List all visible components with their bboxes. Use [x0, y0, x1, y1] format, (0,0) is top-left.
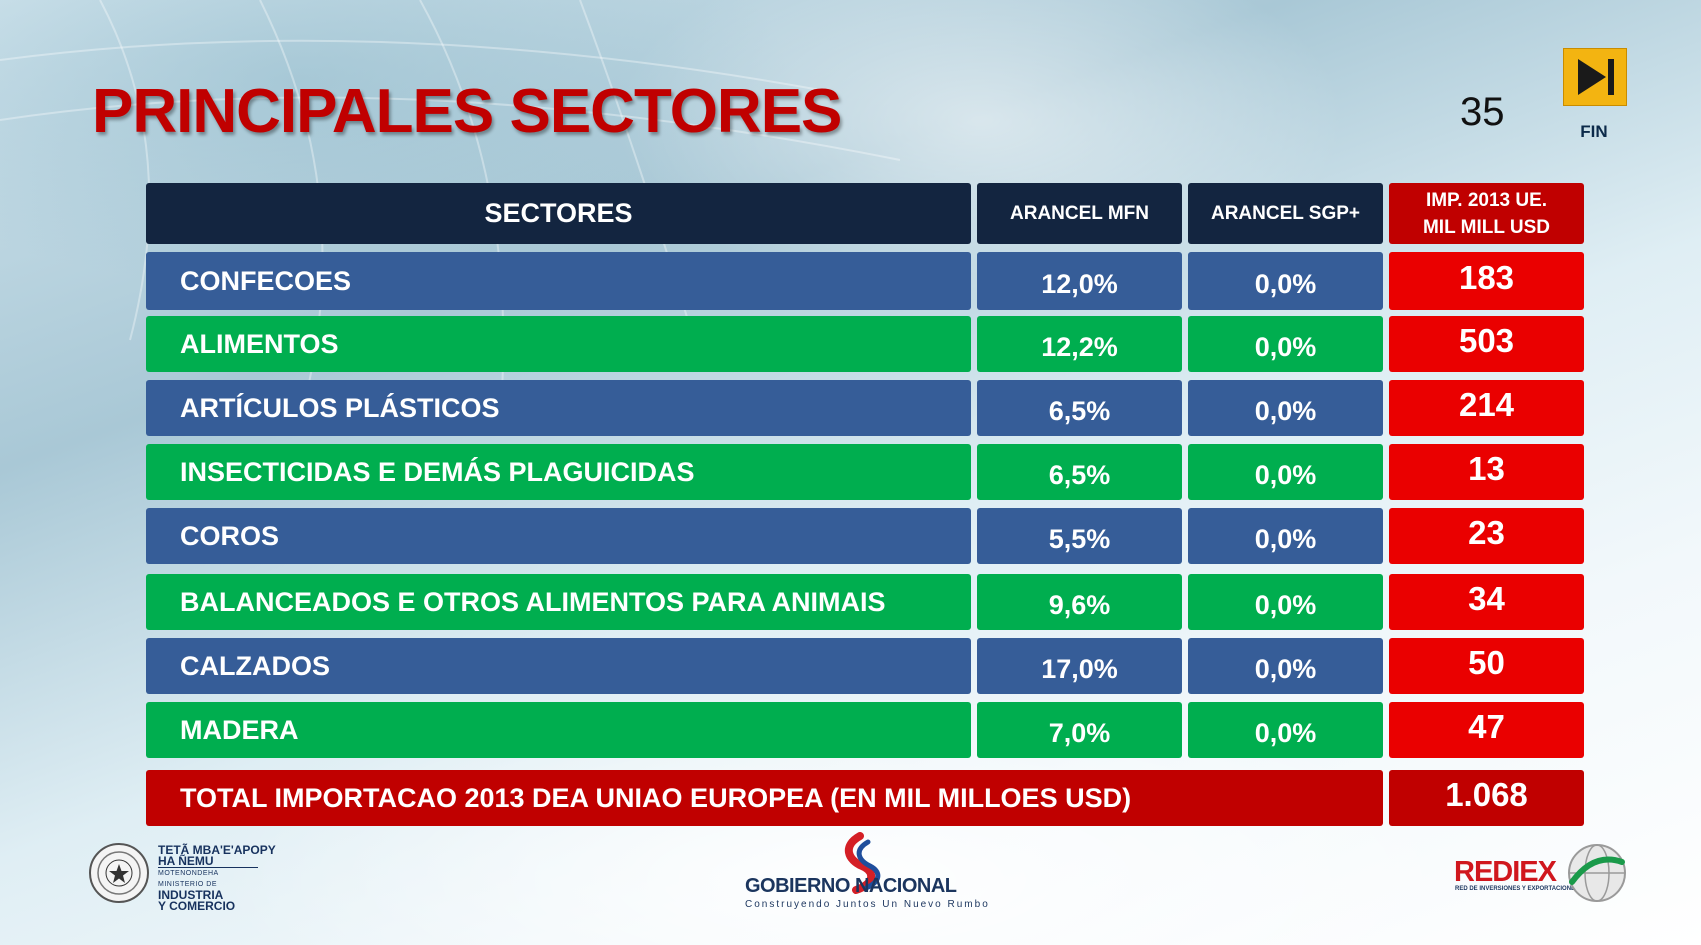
rediex-subtitle: RED DE INVERSIONES Y EXPORTACIONES — [1455, 886, 1580, 892]
header-imp-line2: MIL MILL USD — [1422, 216, 1551, 238]
ministry-logo: TETÃ MBA'E'APOPY HA ÑEMU MOTENONDEHA MIN… — [158, 843, 276, 913]
fin-label: FIN — [1580, 122, 1608, 141]
sector-cell: BALANCEADOS E OTROS ALIMENTOS PARA ANIMA… — [146, 574, 971, 630]
sector-cell: COROS — [146, 508, 971, 564]
imp-cell: 214 — [1389, 380, 1584, 436]
gobierno-nacional-logo-icon — [845, 832, 881, 894]
skip-to-end-icon — [1578, 59, 1614, 95]
sgp-cell: 0,0% — [1188, 508, 1383, 564]
header-imp-line1: IMP. 2013 UE. — [1425, 189, 1548, 211]
imp-cell: 50 — [1389, 638, 1584, 694]
sector-cell: ALIMENTOS — [146, 316, 971, 372]
mfn-cell: 5,5% — [977, 508, 1182, 564]
header-sgp: ARANCEL SGP+ — [1188, 183, 1383, 244]
page-number: 35 — [1460, 90, 1505, 134]
sgp-cell: 0,0% — [1188, 574, 1383, 630]
sector-cell: ARTÍCULOS PLÁSTICOS — [146, 380, 971, 436]
mfn-cell: 17,0% — [977, 638, 1182, 694]
mfn-cell: 9,6% — [977, 574, 1182, 630]
ministry-line6: Y COMERCIO — [158, 899, 236, 913]
ministry-line1: TETÃ MBA'E'APOPY — [158, 843, 276, 857]
paraguay-seal — [88, 842, 150, 909]
imp-cell: 503 — [1389, 316, 1584, 372]
imp-cell: 183 — [1389, 252, 1584, 310]
imp-cell: 23 — [1389, 508, 1584, 564]
sector-cell: CONFECOES — [146, 252, 971, 310]
header-imp: IMP. 2013 UE. MIL MILL USD — [1389, 183, 1584, 244]
rediex-title: REDIEX — [1454, 856, 1557, 888]
rediex-globe-icon — [1568, 844, 1626, 902]
gobierno-nacional-title: GOBIERNO NACIONAL — [745, 875, 957, 897]
ministry-line2: HA ÑEMU — [158, 854, 214, 868]
sgp-cell: 0,0% — [1188, 316, 1383, 372]
imp-cell: 34 — [1389, 574, 1584, 630]
ministry-line3: MOTENONDEHA — [158, 867, 258, 879]
sgp-cell: 0,0% — [1188, 638, 1383, 694]
sgp-cell: 0,0% — [1188, 444, 1383, 500]
header-sectors: SECTORES — [146, 183, 971, 244]
seal-icon — [89, 843, 149, 903]
sgp-cell: 0,0% — [1188, 380, 1383, 436]
sector-cell: MADERA — [146, 702, 971, 758]
ministry-line5: INDUSTRIA — [158, 888, 224, 902]
mfn-cell: 12,0% — [977, 252, 1182, 310]
imp-cell: 47 — [1389, 702, 1584, 758]
sector-cell: INSECTICIDAS E DEMÁS PLAGUICIDAS — [146, 444, 971, 500]
gobierno-nacional-subtitle: Construyendo Juntos Un Nuevo Rumbo — [745, 899, 990, 910]
ministry-line4: MINISTERIO DE — [158, 881, 218, 888]
imp-cell: 13 — [1389, 444, 1584, 500]
fin-button[interactable] — [1563, 48, 1627, 106]
mfn-cell: 6,5% — [977, 380, 1182, 436]
sgp-cell: 0,0% — [1188, 252, 1383, 310]
mfn-cell: 6,5% — [977, 444, 1182, 500]
header-mfn: ARANCEL MFN — [977, 183, 1182, 244]
total-value: 1.068 — [1389, 770, 1584, 826]
sector-cell: CALZADOS — [146, 638, 971, 694]
mfn-cell: 12,2% — [977, 316, 1182, 372]
mfn-cell: 7,0% — [977, 702, 1182, 758]
sgp-cell: 0,0% — [1188, 702, 1383, 758]
page-title: PRINCIPALES SECTORES — [92, 77, 842, 146]
total-label: TOTAL IMPORTACAO 2013 DEA UNIAO EUROPEA … — [146, 770, 1383, 826]
